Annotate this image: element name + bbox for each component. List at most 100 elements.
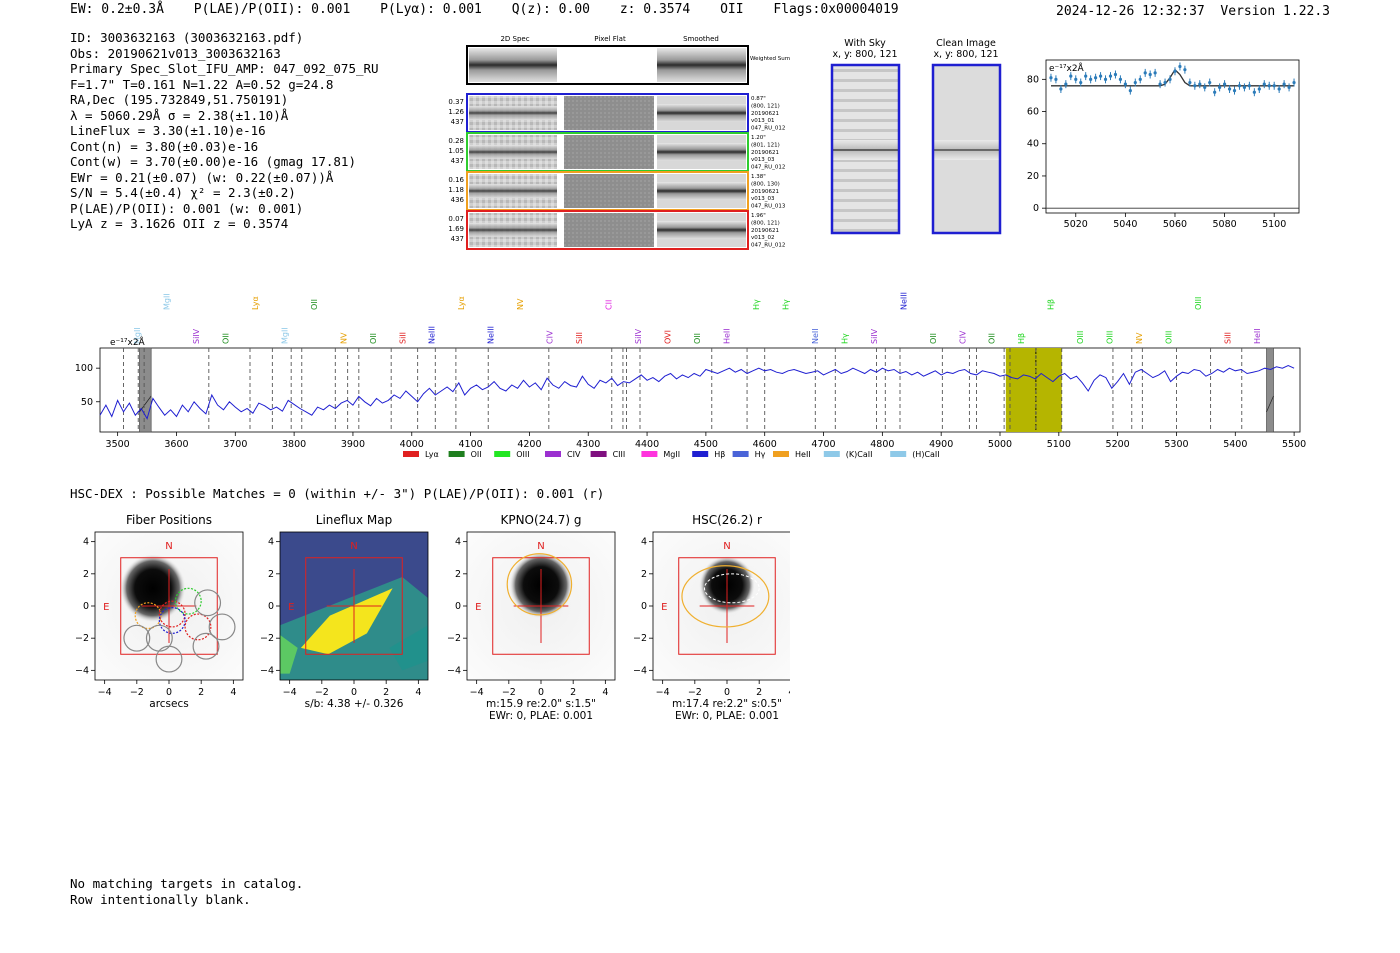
zoom-model-line bbox=[1051, 68, 1294, 87]
fiber-row-right-value: 0.87" bbox=[751, 96, 766, 102]
fiber-row-right-value: 1.38" bbox=[751, 174, 766, 180]
zoom-data-point bbox=[1287, 85, 1291, 89]
spectral-line-label: Hγ bbox=[781, 299, 790, 310]
fiber-circle bbox=[123, 624, 151, 652]
fiber-circle bbox=[155, 645, 183, 673]
spectral-line-label: SiII bbox=[1224, 332, 1233, 344]
legend-swatch bbox=[692, 451, 709, 457]
fiber-circle bbox=[194, 589, 222, 617]
legend-label: CIII bbox=[613, 450, 626, 459]
search-box bbox=[305, 557, 403, 655]
legend-swatch bbox=[890, 451, 907, 457]
zoom-data-point bbox=[1094, 76, 1098, 80]
info-line: P(LAE)/P(OII): 0.001 (w: 0.001) bbox=[70, 200, 304, 216]
spectral-line-label: OVI bbox=[664, 330, 673, 344]
spectral-line-label: OII bbox=[988, 333, 997, 344]
fiber-row-right-value: 1.96" bbox=[751, 213, 766, 219]
info-line: RA,Dec (195.732849,51.750191) bbox=[70, 92, 289, 107]
spectral-line-label: OIII bbox=[1165, 331, 1174, 344]
fiber-row-right-value: v013_03 bbox=[751, 157, 775, 163]
spectrum-x-tick-label: 4900 bbox=[929, 439, 953, 450]
zoom-data-point bbox=[1208, 80, 1212, 85]
panel-x-tick-label: 2 bbox=[198, 687, 204, 698]
panel-caption: m:15.9 re:2.0" s:1.5" bbox=[486, 698, 596, 710]
panel-title: Lineflux Map bbox=[316, 513, 392, 527]
info-line: EWr = 0.21(±0.07) (w: 0.22(±0.07))Å bbox=[70, 169, 334, 185]
col-title-smoothed: Smoothed bbox=[683, 35, 719, 43]
lineflux-edge bbox=[389, 625, 428, 671]
east-marker: E bbox=[661, 602, 667, 613]
zoom-data-point bbox=[1128, 89, 1132, 93]
spectrum-axes: 3500 3600 3700 3800 3900 4000 4100 4200 4300 4400… bbox=[75, 363, 1306, 450]
spectrum-x-tick-label: 4000 bbox=[400, 439, 424, 450]
zoom-data-point bbox=[1213, 90, 1217, 94]
spectral-line-label: SiII bbox=[575, 332, 584, 344]
zoom-x-tick-label: 5080 bbox=[1212, 219, 1236, 230]
spectral-line-label: SiIV bbox=[192, 328, 201, 344]
panel-y-tick-label: 2 bbox=[455, 569, 461, 580]
catalog-note-line: Row intentionally blank. bbox=[70, 891, 251, 907]
spectrum-x-tick-label: 5500 bbox=[1282, 439, 1306, 450]
spectral-line-label: MgII bbox=[280, 327, 289, 344]
spectrum-x-tick-label: 4300 bbox=[576, 439, 600, 450]
spectral-line-label: NeIII bbox=[899, 292, 908, 310]
zoom-fit-plot: e⁻¹⁷x2Å 5020 5040 5060 5080 5100 80 60 40 20 0 bbox=[1027, 59, 1300, 230]
spectrum-x-tick-label: 3700 bbox=[223, 439, 247, 450]
fiber-row-right-value: 20190621 bbox=[751, 150, 779, 156]
zoom-axes: 5020 5040 5060 5080 5100 80 60 40 20 0 bbox=[1027, 74, 1286, 230]
zoom-data-point bbox=[1193, 84, 1197, 88]
panel-x-tick-label: 4 bbox=[415, 687, 421, 698]
panel-y-tick-label: 2 bbox=[641, 569, 647, 580]
panel-y-tick-label: 0 bbox=[83, 601, 89, 612]
header-summary: EW: 0.2±0.3Å P(LAE)/P(OII): 0.001 P(Lyα)… bbox=[70, 2, 921, 17]
fiber-row-left-value: 437 bbox=[451, 157, 464, 165]
panel-x-tick-label: 2 bbox=[383, 687, 389, 698]
panel-caption: m:17.4 re:2.2" s:0.5" bbox=[672, 698, 782, 710]
with-sky-coords: x, y: 800, 121 bbox=[832, 49, 897, 60]
legend-swatch bbox=[773, 451, 789, 457]
spectral-line-label: Hβ bbox=[1047, 299, 1056, 310]
spectral-line-label: NV bbox=[339, 332, 348, 344]
fiber-row-left-value: 0.16 bbox=[448, 176, 464, 184]
spectrum-legend: Lyα OII OIII CIV CIII MgII Hβ Hγ HeII (K)CaII (H)C… bbox=[403, 450, 940, 459]
spectrum-x-tick-label: 5300 bbox=[1164, 439, 1188, 450]
spectral-line-label: NV bbox=[516, 298, 525, 310]
fiber-row-left-value: 0.07 bbox=[448, 215, 464, 223]
search-box bbox=[120, 557, 218, 655]
legend-swatch bbox=[403, 451, 419, 457]
spectra-cutouts: 2D Spec Pixel Flat Smoothed Weighted Sum… bbox=[448, 35, 790, 250]
panel-x-tick-label: 0 bbox=[724, 687, 730, 698]
panel-x-tick-label: 4 bbox=[230, 687, 236, 698]
info-line: Primary Spec_Slot_IFU_AMP: 047_092_075_R… bbox=[70, 61, 379, 76]
zoom-data-point bbox=[1069, 74, 1073, 78]
zoom-data-point bbox=[1218, 85, 1222, 89]
zoom-data-point bbox=[1173, 69, 1177, 73]
zoom-data-point bbox=[1237, 84, 1242, 88]
image-panel: Fiber Positions N E −4 −2 0 2 4 4 2 0 −2 −4 arcsecs bbox=[75, 513, 244, 710]
spectrum-x-tick-label: 3500 bbox=[106, 439, 130, 450]
spectral-line-label: Hβ bbox=[1017, 333, 1026, 344]
fiber-cutout-smoothed-trace bbox=[657, 182, 746, 200]
zoom-data-point bbox=[1252, 90, 1256, 94]
spectral-line-label: SiIV bbox=[870, 328, 879, 344]
info-line: Obs: 20190621v013_3003632163 bbox=[70, 45, 281, 61]
spectral-line-label: NV bbox=[1135, 332, 1144, 344]
zoom-data-point bbox=[1133, 80, 1137, 85]
fiber-cutout-smoothed-trace bbox=[657, 143, 746, 161]
zoom-data-point bbox=[1074, 77, 1078, 81]
zoom-data-point bbox=[1138, 77, 1142, 81]
panel-y-tick-label: 4 bbox=[268, 537, 274, 548]
spectrum-x-tick-label: 5100 bbox=[1047, 439, 1071, 450]
zoom-data-point bbox=[1123, 82, 1127, 86]
spectral-line-label: OII bbox=[693, 333, 702, 344]
spectral-line-label: HeII bbox=[722, 328, 731, 344]
fiber-cutout-trace bbox=[469, 223, 557, 237]
fiber-row-left-value: 1.05 bbox=[448, 147, 464, 155]
zoom-y-tick-label: 20 bbox=[1027, 171, 1039, 182]
fiber-row-frame bbox=[466, 210, 749, 250]
info-line: LyA z = 3.1626 OII z = 0.3574 bbox=[70, 216, 289, 231]
spectrum-x-tick-label: 5000 bbox=[988, 439, 1012, 450]
north-marker: N bbox=[350, 541, 357, 552]
zoom-y-tick-label: 80 bbox=[1027, 74, 1039, 85]
zoom-data-point bbox=[1103, 77, 1108, 81]
